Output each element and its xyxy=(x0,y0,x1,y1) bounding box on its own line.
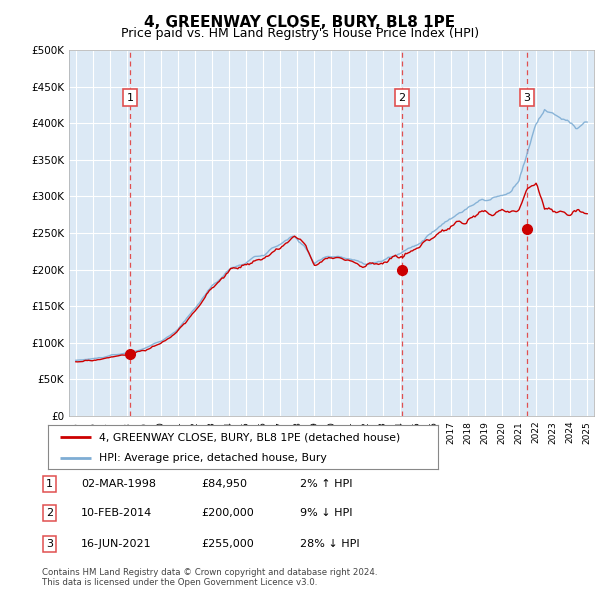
Text: 28% ↓ HPI: 28% ↓ HPI xyxy=(300,539,359,549)
Text: Contains HM Land Registry data © Crown copyright and database right 2024.
This d: Contains HM Land Registry data © Crown c… xyxy=(42,568,377,587)
Text: 2% ↑ HPI: 2% ↑ HPI xyxy=(300,479,353,489)
Text: 4, GREENWAY CLOSE, BURY, BL8 1PE (detached house): 4, GREENWAY CLOSE, BURY, BL8 1PE (detach… xyxy=(98,432,400,442)
Text: 4, GREENWAY CLOSE, BURY, BL8 1PE: 4, GREENWAY CLOSE, BURY, BL8 1PE xyxy=(145,15,455,30)
Text: 3: 3 xyxy=(523,93,530,103)
Text: 9% ↓ HPI: 9% ↓ HPI xyxy=(300,509,353,518)
Text: HPI: Average price, detached house, Bury: HPI: Average price, detached house, Bury xyxy=(98,453,326,463)
Text: 2: 2 xyxy=(398,93,405,103)
Text: £200,000: £200,000 xyxy=(201,509,254,518)
Text: £84,950: £84,950 xyxy=(201,479,247,489)
Text: 1: 1 xyxy=(127,93,133,103)
Text: 1: 1 xyxy=(46,479,53,489)
Text: 2: 2 xyxy=(46,509,53,518)
Text: 02-MAR-1998: 02-MAR-1998 xyxy=(81,479,156,489)
Text: £255,000: £255,000 xyxy=(201,539,254,549)
Text: Price paid vs. HM Land Registry's House Price Index (HPI): Price paid vs. HM Land Registry's House … xyxy=(121,27,479,40)
Text: 10-FEB-2014: 10-FEB-2014 xyxy=(81,509,152,518)
Text: 3: 3 xyxy=(46,539,53,549)
Text: 16-JUN-2021: 16-JUN-2021 xyxy=(81,539,152,549)
